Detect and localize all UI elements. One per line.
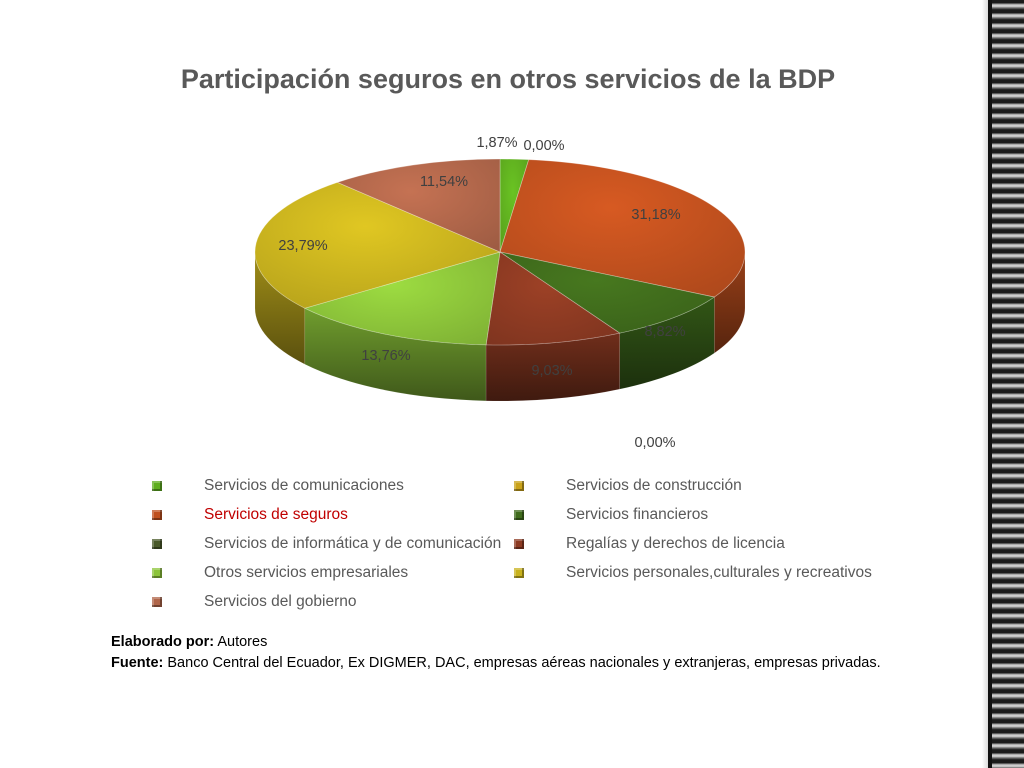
legend-item-seguros: Servicios de seguros (150, 505, 512, 525)
legend-swatch (152, 597, 162, 607)
legend-label: Servicios de construcción (566, 477, 742, 494)
data-label-4: 0,00% (634, 435, 675, 451)
fuente-line: Fuente: Banco Central del Ecuador, Ex DI… (111, 653, 881, 674)
data-label-8: 11,54% (420, 174, 468, 190)
source-notes: Elaborado por: Autores Fuente: Banco Cen… (111, 632, 881, 674)
legend-swatch (514, 568, 524, 578)
legend-label: Servicios personales,culturales y recrea… (566, 564, 872, 581)
legend-item-financieros: Servicios financieros (512, 505, 892, 525)
data-label-3: 8,82% (644, 324, 685, 340)
elaborado-value: Autores (214, 634, 268, 650)
pie-slice-8 (336, 158, 501, 253)
data-label-0: 1,87% (476, 135, 517, 151)
legend-swatch (152, 481, 162, 491)
legend-label: Servicios del gobierno (204, 593, 357, 610)
data-label-6: 13,76% (361, 348, 410, 364)
elaborado-label: Elaborado por: (111, 634, 215, 650)
elaborado-line: Elaborado por: Autores (111, 632, 881, 653)
side-decoration (982, 0, 1024, 768)
legend-swatch (152, 510, 162, 520)
pie-slice-3 (499, 251, 716, 334)
chart-title: Participación seguros en otros servicios… (180, 64, 836, 94)
pie-slice-0 (499, 158, 530, 253)
pie-slice-2 (499, 159, 746, 298)
legend-item-gobierno: Servicios del gobierno (150, 592, 512, 612)
chart-legend: Servicios de comunicaciones Servicios de… (150, 476, 910, 612)
legend-swatch (152, 568, 162, 578)
pie-slice-7 (254, 181, 502, 309)
legend-label: Servicios de comunicaciones (204, 477, 404, 494)
data-label-7: 23,79% (278, 238, 327, 254)
legend-item-informatica: Servicios de informática y de comunicaci… (150, 534, 512, 554)
legend-label: Servicios de informática y de comunicaci… (204, 535, 502, 552)
legend-swatch (514, 510, 524, 520)
fuente-value: Banco Central del Ecuador, Ex DIGMER, DA… (163, 655, 881, 671)
pie-slice-6 (303, 251, 501, 346)
legend-label: Regalías y derechos de licencia (566, 535, 785, 552)
legend-swatch (514, 481, 524, 491)
legend-label: Servicios financieros (566, 506, 709, 523)
legend-item-otros-empresariales: Otros servicios empresariales (150, 563, 512, 583)
fuente-label: Fuente: (111, 655, 164, 671)
legend-swatch (152, 539, 162, 549)
legend-swatch (514, 539, 524, 549)
legend-label: Otros servicios empresariales (204, 564, 409, 581)
pie-chart: 1,87% 0,00% 31,18% 8,82% 0,00% 9,03% 13,76% 23,… (254, 135, 746, 451)
legend-item-regalias: Regalías y derechos de licencia (512, 534, 892, 554)
legend-item-personales: Servicios personales,culturales y recrea… (512, 563, 892, 583)
data-label-2: 31,18% (631, 207, 680, 223)
legend-label: Servicios de seguros (204, 506, 348, 523)
legend-item-comunicaciones: Servicios de comunicaciones (150, 476, 512, 496)
data-label-5: 9,03% (531, 363, 572, 379)
legend-item-construccion: Servicios de construcción (512, 476, 892, 496)
pie-slice-5 (485, 251, 621, 346)
data-label-1: 0,00% (523, 138, 564, 154)
